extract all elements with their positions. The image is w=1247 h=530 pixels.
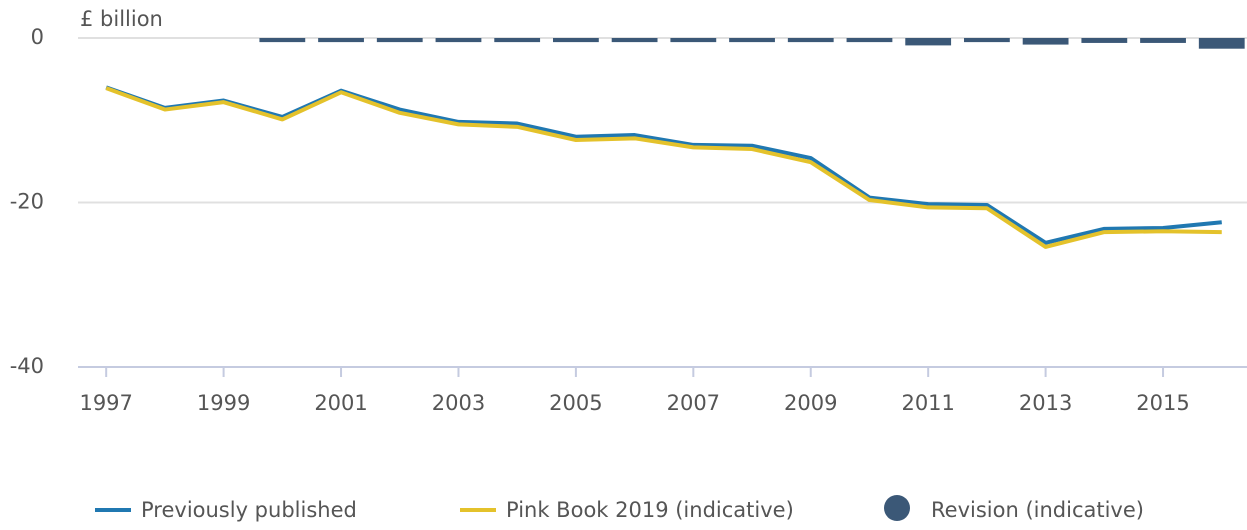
bar bbox=[1140, 38, 1186, 43]
x-tick-label: 2005 bbox=[549, 391, 602, 415]
y-tick-label: 0 bbox=[31, 25, 44, 49]
line bbox=[105, 86, 1222, 249]
bar bbox=[787, 38, 834, 43]
bar bbox=[1081, 38, 1128, 43]
y-tick-label: -20 bbox=[10, 190, 44, 214]
bar bbox=[1022, 38, 1069, 45]
legend-label: Previously published bbox=[141, 498, 357, 522]
bar bbox=[318, 38, 364, 43]
bar bbox=[259, 38, 306, 43]
bar bbox=[552, 38, 599, 43]
y-axis-label: £ billion bbox=[80, 7, 163, 31]
x-tick-label: 1999 bbox=[197, 391, 250, 415]
x-tick-label: 2007 bbox=[667, 391, 720, 415]
bar bbox=[1198, 38, 1245, 49]
bar bbox=[494, 38, 541, 43]
x-tick-label: 2011 bbox=[901, 391, 954, 415]
x-tick-label: 2015 bbox=[1136, 391, 1189, 415]
bar bbox=[905, 38, 952, 46]
bar bbox=[846, 38, 893, 43]
bar bbox=[963, 38, 1010, 43]
bar bbox=[611, 38, 658, 43]
x-tick-label: 2003 bbox=[432, 391, 485, 415]
legend-swatch bbox=[884, 495, 910, 521]
bar bbox=[435, 38, 482, 43]
line bbox=[105, 85, 1222, 245]
legend-label: Revision (indicative) bbox=[931, 498, 1144, 522]
bar bbox=[670, 38, 717, 43]
x-tick-label: 2009 bbox=[784, 391, 837, 415]
bar bbox=[376, 38, 423, 43]
y-tick-label: -40 bbox=[10, 354, 44, 378]
bar bbox=[729, 38, 775, 43]
x-tick-label: 2001 bbox=[314, 391, 367, 415]
x-tick-label: 2013 bbox=[1019, 391, 1072, 415]
legend-label: Pink Book 2019 (indicative) bbox=[506, 498, 794, 522]
x-tick-label: 1997 bbox=[79, 391, 132, 415]
